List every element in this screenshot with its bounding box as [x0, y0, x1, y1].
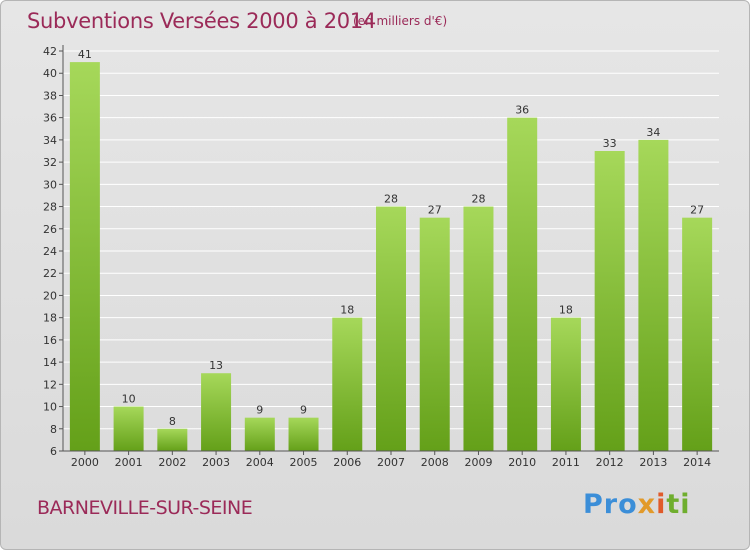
y-tick-label: 26	[43, 223, 57, 236]
x-tick-label: 2000	[71, 456, 99, 469]
y-tick-label: 42	[43, 45, 57, 58]
bar-value-label: 33	[603, 137, 617, 150]
bar-value-label: 36	[515, 104, 529, 117]
proxiti-logo: Proxiti	[583, 489, 691, 520]
bars: 41 10 8 13 9 9 18 28 27 28 36 18 33 34 27	[69, 48, 713, 452]
y-tick-label: 22	[43, 267, 57, 280]
city-name: BARNEVILLE-SUR-SEINE	[37, 497, 253, 519]
x-tick-label: 2014	[683, 456, 711, 469]
bar-value-label: 41	[78, 48, 92, 61]
y-tick-label: 30	[43, 178, 57, 191]
logo-part-2: x	[637, 489, 657, 520]
bar-2012	[594, 151, 625, 451]
y-tick-label: 12	[43, 378, 57, 391]
y-tick-label: 34	[43, 134, 57, 147]
y-tick-label: 18	[43, 312, 57, 325]
bar-value-label: 28	[384, 193, 398, 206]
bar-value-label: 13	[209, 359, 223, 372]
bar-2011	[550, 317, 581, 451]
logo-part-3: i	[656, 489, 667, 520]
bar-value-label: 27	[690, 204, 704, 217]
bar-value-label: 28	[471, 193, 485, 206]
chart-title: Subventions Versées 2000 à 2014	[27, 9, 376, 33]
x-tick-label: 2011	[552, 456, 580, 469]
x-tick-label: 2012	[596, 456, 624, 469]
y-tick-label: 32	[43, 156, 57, 169]
logo-part-1: Pro	[583, 489, 638, 520]
x-tick-label: 2013	[639, 456, 667, 469]
bar-2010	[507, 117, 538, 452]
x-tick-label: 2002	[158, 456, 186, 469]
bar-2006	[332, 317, 363, 451]
bar-2003	[201, 373, 232, 451]
y-tick-label: 14	[43, 356, 57, 369]
bar-value-label: 9	[256, 404, 263, 417]
y-tick-label: 6	[50, 445, 57, 458]
x-tick-label: 2007	[377, 456, 405, 469]
x-tick-label: 2004	[246, 456, 274, 469]
axes: 6 8 10 12 14 16 18 20 22 24 26 28 30 32 34 36 38 40 42 2000…	[43, 45, 719, 469]
bar-value-label: 34	[646, 126, 660, 139]
bar-value-label: 18	[559, 304, 573, 317]
y-tick-label: 20	[43, 289, 57, 302]
y-tick-label: 36	[43, 112, 57, 125]
bar-value-label: 27	[428, 204, 442, 217]
bar-2002	[157, 428, 188, 451]
x-tick-label: 2009	[464, 456, 492, 469]
bar-2014	[682, 217, 713, 451]
x-tick-label: 2010	[508, 456, 536, 469]
y-tick-label: 10	[43, 401, 57, 414]
bar-2009	[463, 206, 494, 451]
x-tick-label: 2005	[290, 456, 318, 469]
bar-2005	[288, 417, 319, 451]
bar-value-label: 18	[340, 304, 354, 317]
y-tick-label: 40	[43, 67, 57, 80]
bar-2004	[244, 417, 275, 451]
bar-2000	[69, 62, 100, 451]
chart-unit: (en milliers d'€)	[353, 14, 448, 28]
y-tick-label: 38	[43, 89, 57, 102]
x-tick-label: 2008	[421, 456, 449, 469]
y-tick-label: 16	[43, 334, 57, 347]
bar-2013	[638, 139, 669, 451]
logo-part-4: ti	[666, 489, 691, 520]
y-tick-label: 28	[43, 201, 57, 214]
y-tick-label: 24	[43, 245, 57, 258]
bar-2001	[113, 406, 144, 451]
y-tick-label: 8	[50, 423, 57, 436]
bar-2007	[376, 206, 406, 451]
bar-2008	[419, 217, 450, 451]
x-tick-label: 2003	[202, 456, 230, 469]
bar-value-label: 8	[169, 415, 176, 428]
bar-value-label: 9	[300, 404, 307, 417]
x-tick-label: 2001	[115, 456, 143, 469]
x-tick-label: 2006	[333, 456, 361, 469]
bar-value-label: 10	[122, 393, 136, 406]
